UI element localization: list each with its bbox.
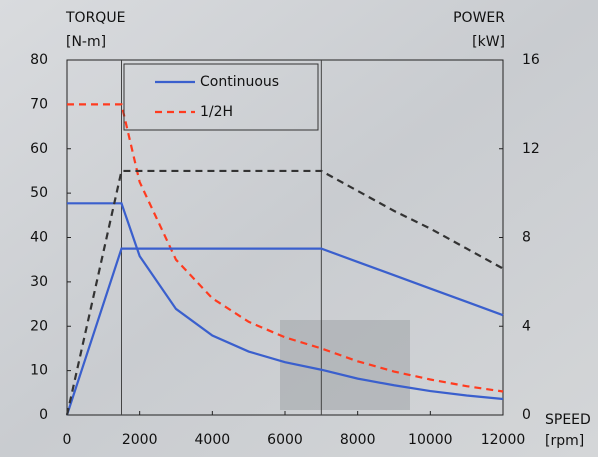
y-tick-label: 80 xyxy=(30,52,48,68)
x-label: SPEED xyxy=(545,412,591,428)
y-tick-label: 40 xyxy=(30,230,48,246)
y2-tick-label: 0 xyxy=(522,407,531,423)
y-label: TORQUE xyxy=(65,10,125,26)
y-tick-label: 70 xyxy=(30,96,48,112)
x-tick-label: 10000 xyxy=(408,432,453,448)
y2-unit: [kW] xyxy=(472,34,505,50)
y-tick-label: 50 xyxy=(30,185,48,201)
y-tick-label: 30 xyxy=(30,274,48,290)
y-tick-label: 20 xyxy=(30,318,48,334)
x-tick-label: 4000 xyxy=(195,432,231,448)
y-tick-label: 60 xyxy=(30,141,48,157)
legend-label: 1/2H xyxy=(200,104,233,120)
x-tick-label: 0 xyxy=(63,432,72,448)
chart: TORQUE [N-m] POWER [kW] SPEED [rpm] 0 10 2… xyxy=(0,0,598,457)
x-unit: [rpm] xyxy=(545,433,584,449)
x-tick-label: 2000 xyxy=(122,432,158,448)
y2-tick-label: 8 xyxy=(522,230,531,246)
x-tick-label: 12000 xyxy=(481,432,526,448)
y2-label: POWER xyxy=(453,10,505,26)
y2-tick-label: 4 xyxy=(522,318,531,334)
y-tick-label: 0 xyxy=(39,407,48,423)
x-tick-label: 8000 xyxy=(340,432,376,448)
y-unit: [N-m] xyxy=(66,34,106,50)
y2-tick-label: 12 xyxy=(522,141,540,157)
x-tick-label: 6000 xyxy=(267,432,303,448)
legend-label: Continuous xyxy=(200,74,279,90)
y-tick-label: 10 xyxy=(30,363,48,379)
y2-tick-label: 16 xyxy=(522,52,540,68)
